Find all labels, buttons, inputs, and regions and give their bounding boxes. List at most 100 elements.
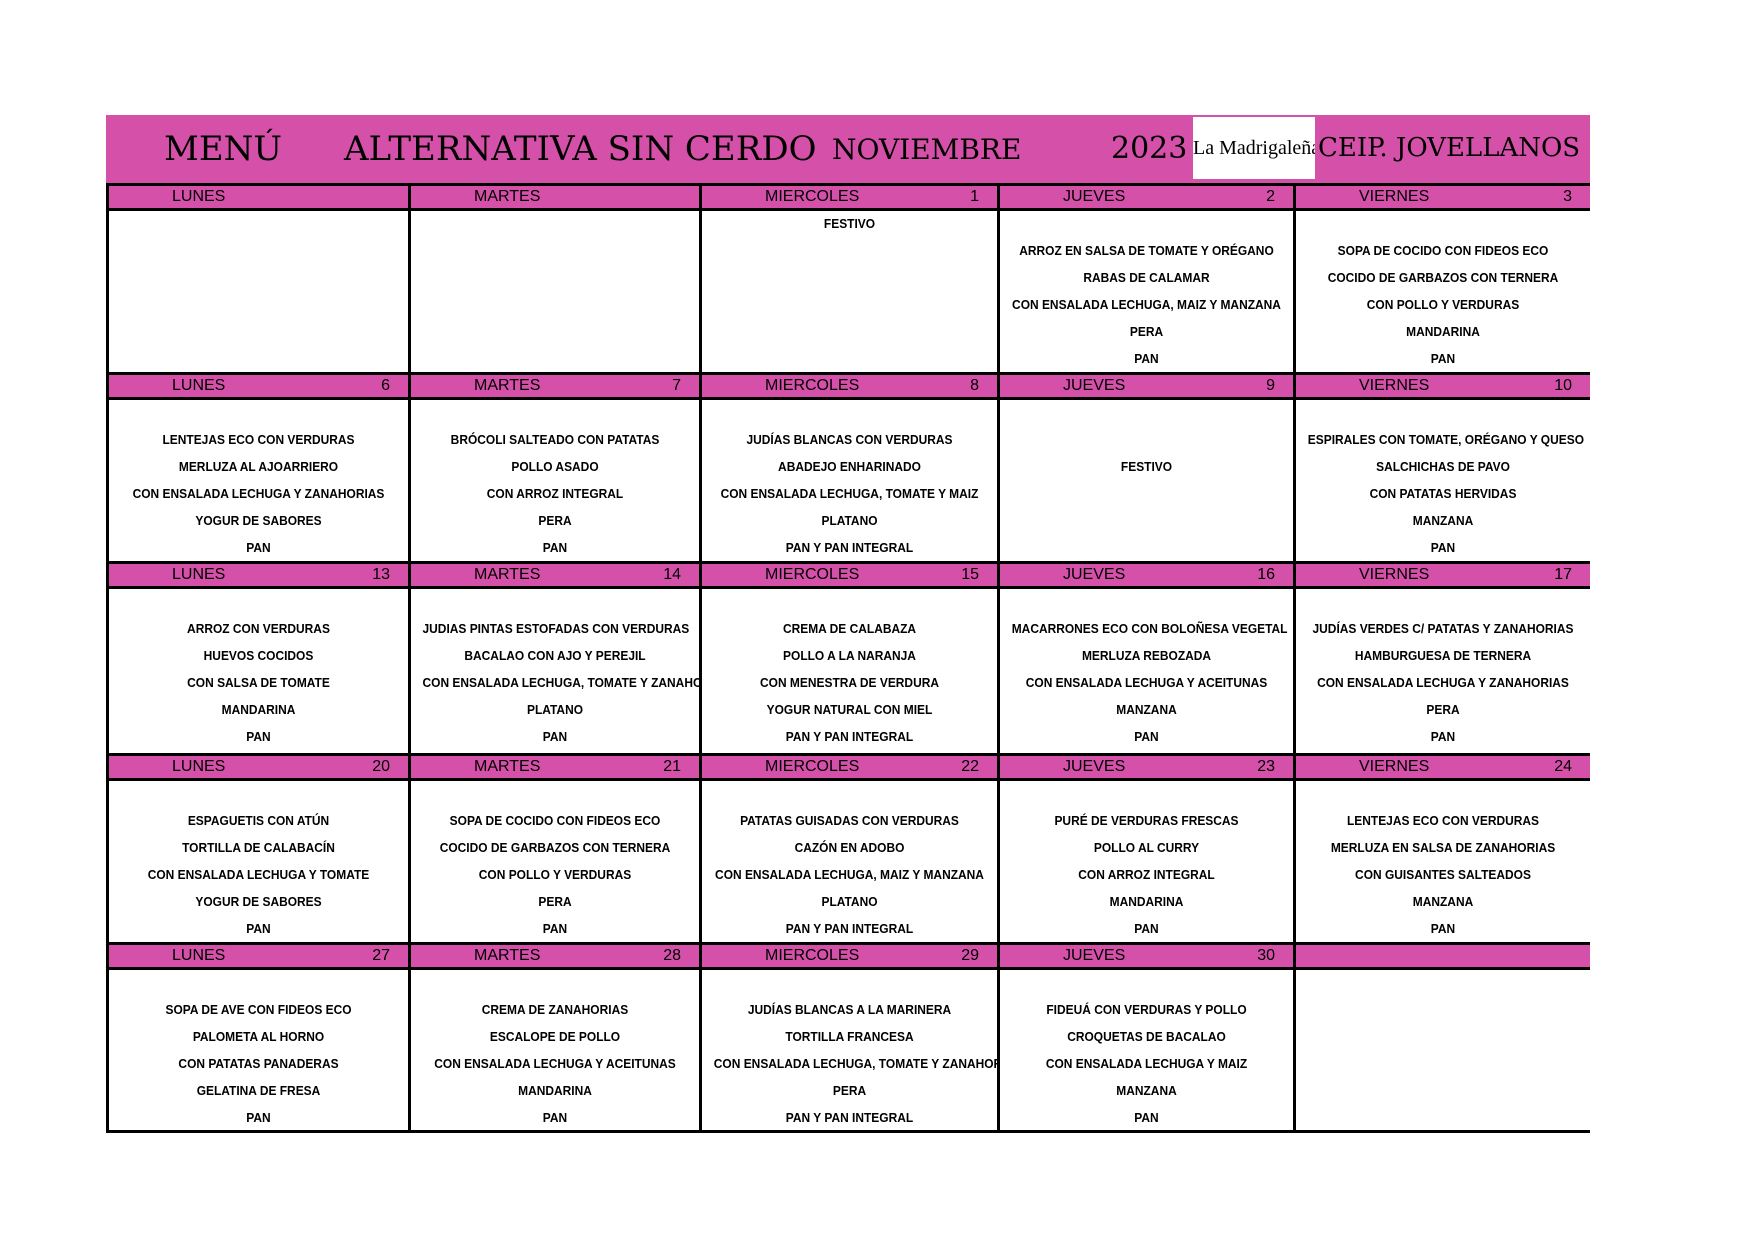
day-name: MIERCOLES	[765, 758, 860, 775]
day-header: JUEVES 2	[1000, 183, 1293, 211]
menu-line: PURÉ DE VERDURAS FRESCAS	[1054, 813, 1239, 828]
menu-line: PERA	[1426, 702, 1460, 717]
menu-line: MERLUZA AL AJOARRIERO	[178, 459, 339, 474]
day-cell: MIERCOLES 22 PATATAS GUISADAS CON VERDURAS…	[699, 753, 997, 942]
day-header: MIERCOLES 1	[702, 183, 997, 211]
menu-line: FESTIVO	[1120, 459, 1173, 474]
day-name: JUEVES	[1063, 566, 1126, 583]
menu-title: ALTERNATIVA SIN CERDO	[344, 129, 817, 169]
menu-line: HAMBURGUESA DE TERNERA	[1354, 648, 1532, 663]
day-cell: LUNES 20 ESPAGUETIS CON ATÚN TORTILLA DE CA…	[106, 753, 408, 942]
menu-line: CON ENSALADA LECHUGA, MAIZ Y MANZANA	[715, 867, 984, 882]
menu-line: FIDEUÁ CON VERDURAS Y POLLO	[1046, 1002, 1247, 1017]
day-name: JUEVES	[1063, 947, 1126, 964]
day-date: 22	[961, 758, 979, 775]
menu-line: CON MENESTRA DE VERDURA	[760, 675, 939, 690]
day-name: LUNES	[172, 188, 226, 205]
menu-line: SOPA DE AVE CON FIDEOS ECO	[165, 1002, 352, 1017]
menu-line: PAN	[542, 921, 568, 936]
menu-line: PAN	[246, 921, 271, 936]
menu-line: ABADEJO ENHARINADO	[778, 459, 921, 474]
day-name: LUNES	[172, 566, 226, 583]
month: NOVIEMBRE	[832, 133, 1022, 166]
day-name: LUNES	[172, 947, 226, 964]
day-cell: JUEVES 23 PURÉ DE VERDURAS FRESCAS POLLO AL…	[997, 753, 1293, 942]
menu-line: MANDARINA	[1109, 894, 1184, 909]
day-date: 21	[663, 758, 681, 775]
menu-line: PAN Y PAN INTEGRAL	[785, 729, 914, 744]
menu-line: PAN	[542, 1110, 568, 1125]
menu-line: PAN Y PAN INTEGRAL	[785, 921, 914, 936]
menu-line: MANDARINA	[221, 702, 296, 717]
day-cell: VIERNES 24 LENTEJAS ECO CON VERDURAS MERLUZ…	[1293, 753, 1590, 942]
menu-line: YOGUR DE SABORES	[195, 894, 322, 909]
menu-line: MANDARINA	[518, 1083, 592, 1098]
day-header: JUEVES 23	[1000, 753, 1293, 781]
menu-line: MANDARINA	[1406, 324, 1480, 339]
menu-line: ARROZ EN SALSA DE TOMATE Y ORÉGANO	[1019, 243, 1274, 258]
menu-line: MANZANA	[1116, 1083, 1177, 1098]
menu-line: GELATINA DE FRESA	[196, 1083, 321, 1098]
menu-line: CON ARROZ INTEGRAL	[486, 486, 624, 501]
day-header: JUEVES 9	[1000, 372, 1293, 400]
menu-line: TORTILLA DE CALABACÍN	[182, 840, 335, 855]
menu-label: MENÚ	[164, 129, 283, 169]
menu-line: CON ENSALADA LECHUGA, TOMATE Y ZANAHORIA	[713, 1056, 997, 1071]
menu-line: TORTILLA FRANCESA	[785, 1029, 914, 1044]
day-header: VIERNES 17	[1296, 561, 1590, 589]
menu-line: COCIDO DE GARBAZOS CON TERNERA	[439, 840, 671, 855]
day-header: VIERNES 3	[1296, 183, 1590, 211]
menu-line: CROQUETAS DE BACALAO	[1067, 1029, 1226, 1044]
day-date: 29	[961, 947, 979, 964]
menu-line: PAN	[1134, 921, 1159, 936]
menu-line: PAN	[1430, 729, 1456, 744]
day-name: MARTES	[474, 377, 541, 394]
day-cell: VIERNES 10 ESPIRALES CON TOMATE, ORÉGANO Y…	[1293, 372, 1590, 561]
menu-line: HUEVOS COCIDOS	[203, 648, 314, 663]
day-cell: LUNES 6 LENTEJAS ECO CON VERDURAS MERLUZA A…	[106, 372, 408, 561]
menu-line: CON ENSALADA LECHUGA Y ACEITUNAS	[1025, 675, 1268, 690]
menu-line: POLLO ASADO	[511, 459, 599, 474]
menu-line: ESPAGUETIS CON ATÚN	[187, 813, 330, 828]
day-header: MIERCOLES 29	[702, 942, 997, 970]
day-header: LUNES 27	[109, 942, 408, 970]
day-name: MARTES	[474, 758, 541, 775]
day-date: 14	[663, 566, 681, 583]
day-date: 3	[1563, 188, 1572, 205]
menu-line: CON ENSALADA LECHUGA Y ACEITUNAS	[434, 1056, 676, 1071]
day-cell	[1293, 942, 1590, 1133]
day-header: JUEVES 16	[1000, 561, 1293, 589]
day-name: JUEVES	[1063, 758, 1126, 775]
menu-line: CON POLLO Y VERDURAS	[1366, 297, 1520, 312]
menu-line: PAN	[246, 729, 271, 744]
menu-line: CON ENSALADA LECHUGA Y ZANAHORIAS	[132, 486, 385, 501]
day-name: JUEVES	[1063, 188, 1126, 205]
day-date: 13	[372, 566, 390, 583]
day-cell: MARTES 21 SOPA DE COCIDO CON FIDEOS ECO COC…	[408, 753, 699, 942]
day-date: 20	[372, 758, 390, 775]
menu-line: POLLO AL CURRY	[1093, 840, 1200, 855]
menu-line: JUDÍAS VERDES C/ PATATAS Y ZANAHORIAS	[1312, 621, 1574, 636]
day-name: MIERCOLES	[765, 188, 860, 205]
day-cell: LUNES 13 ARROZ CON VERDURAS HUEVOS COCIDOS C…	[106, 561, 408, 753]
day-cell: JUEVES 2 ARROZ EN SALSA DE TOMATE Y ORÉGAN…	[997, 183, 1293, 372]
menu-line: ESCALOPE DE POLLO	[489, 1029, 621, 1044]
day-cell: MIERCOLES 1 FESTIVO	[699, 183, 997, 372]
day-date: 7	[672, 377, 681, 394]
menu-line: PAN Y PAN INTEGRAL	[785, 1110, 914, 1125]
day-header: MARTES 14	[411, 561, 699, 589]
menu-line: PERA	[832, 1083, 867, 1098]
menu-line: LENTEJAS ECO CON VERDURAS	[1346, 813, 1540, 828]
menu-line: PAN	[1134, 1110, 1159, 1125]
day-header: MARTES 21	[411, 753, 699, 781]
day-header: LUNES 6	[109, 372, 408, 400]
menu-line: MERLUZA REBOZADA	[1081, 648, 1212, 663]
menu-line: CON SALSA DE TOMATE	[187, 675, 330, 690]
day-date: 30	[1257, 947, 1275, 964]
menu-line: PAN	[1430, 351, 1456, 366]
menu-line: MANZANA	[1116, 702, 1177, 717]
menu-line: YOGUR DE SABORES	[195, 513, 322, 528]
day-cell: MARTES	[408, 183, 699, 372]
day-cell: JUEVES 30 FIDEUÁ CON VERDURAS Y POLLO CROQU…	[997, 942, 1293, 1133]
day-date: 16	[1257, 566, 1275, 583]
